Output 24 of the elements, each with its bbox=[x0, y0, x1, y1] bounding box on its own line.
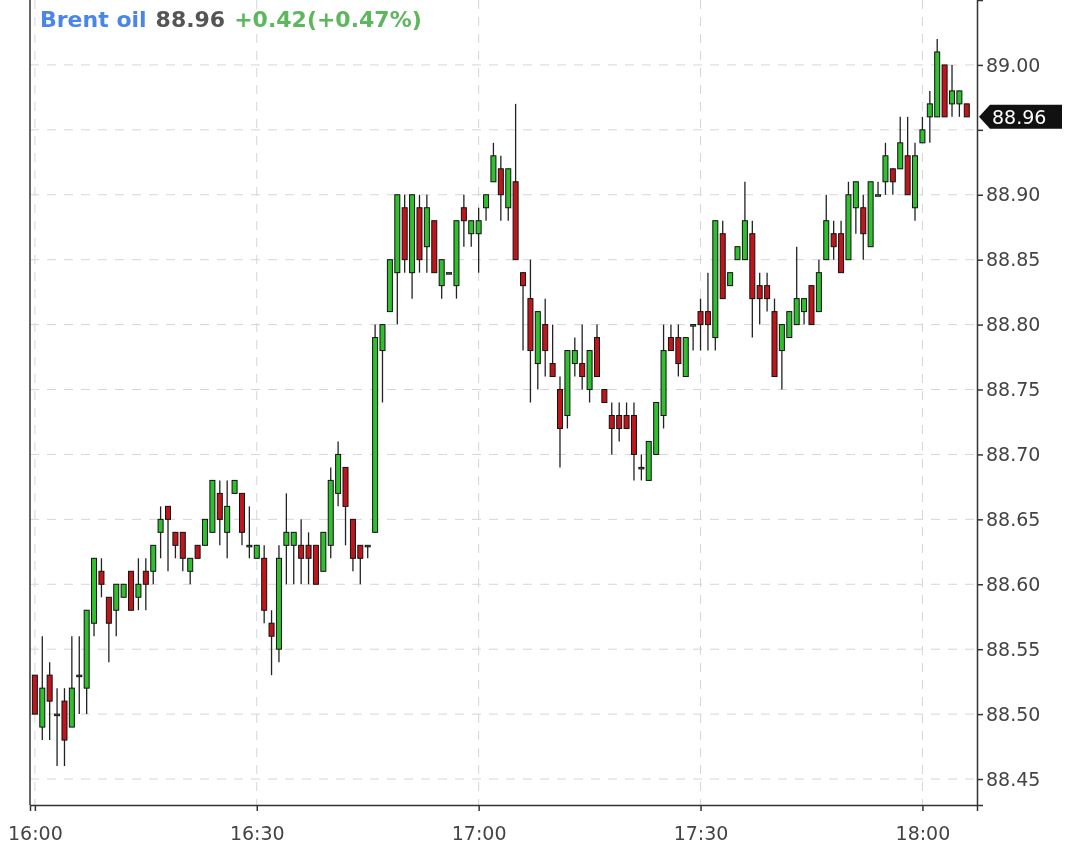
x-tick-label: 17:30 bbox=[673, 821, 729, 844]
x-tick-label: 17:00 bbox=[451, 821, 507, 844]
candlestick bbox=[919, 116, 926, 144]
y-tick-label: 88.90 bbox=[986, 183, 1041, 206]
y-tick-label: 88.70 bbox=[986, 443, 1041, 466]
x-tick-label: 18:00 bbox=[895, 821, 951, 844]
chart-title: Brent oil bbox=[40, 7, 147, 32]
candlestick bbox=[520, 272, 527, 352]
y-tick-label: 88.80 bbox=[986, 313, 1041, 336]
x-tick-label: 16:30 bbox=[229, 821, 285, 844]
y-tick-label: 88.75 bbox=[986, 378, 1041, 401]
annotation: 88.96 bbox=[155, 7, 226, 32]
y-tick-label: 88.50 bbox=[986, 702, 1041, 725]
y-tick-label: 89.00 bbox=[986, 53, 1041, 76]
candlestick bbox=[549, 323, 556, 378]
annotation: +0.42(+0.47%) bbox=[234, 7, 422, 32]
candlestick bbox=[483, 194, 490, 222]
y-tick-label: 88.55 bbox=[986, 637, 1041, 660]
y-tick-label: 88.65 bbox=[986, 507, 1041, 530]
x-tick-label: 16:00 bbox=[8, 821, 63, 844]
y-tick-label: 88.85 bbox=[986, 248, 1041, 271]
y-tick-label: 88.60 bbox=[986, 572, 1041, 595]
text: 88.96 bbox=[992, 105, 1047, 128]
y-tick-label: 88.45 bbox=[986, 767, 1041, 790]
